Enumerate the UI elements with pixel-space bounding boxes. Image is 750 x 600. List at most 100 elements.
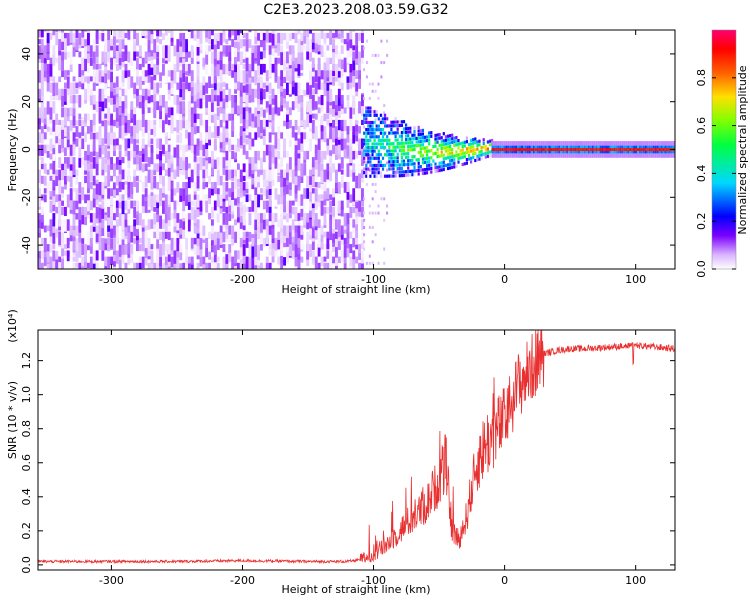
spectrogram-cell	[199, 113, 203, 126]
spectrogram-cell	[402, 145, 406, 149]
spectrogram-cell	[355, 256, 359, 264]
spectrogram-cell	[320, 237, 324, 250]
spectrogram-cell	[274, 244, 278, 257]
spectrogram-cell	[61, 107, 64, 118]
spectrogram-cell	[231, 200, 235, 212]
spectrogram-cell	[463, 144, 466, 148]
colorbar-ticks: 0.00.20.40.60.8	[695, 69, 736, 278]
spectrogram-cell	[222, 150, 226, 158]
spectrogram-cell	[72, 101, 76, 109]
spectrogram-cell	[349, 113, 353, 127]
spectrogram-cell	[150, 250, 154, 264]
spectrogram-cell	[202, 57, 206, 67]
spectrogram-cell	[262, 39, 266, 51]
spectrogram-cell	[349, 107, 353, 119]
spectrogram-cell	[179, 219, 183, 229]
spectrogram-cell	[185, 182, 188, 196]
spectrogram-cell	[309, 30, 312, 34]
spectrogram-cell	[239, 213, 243, 223]
spectrogram-cell	[277, 88, 281, 94]
spectrogram-cell	[343, 237, 347, 244]
spectrogram-cell	[234, 200, 237, 213]
spectrogram-cell	[219, 206, 223, 214]
spectrogram-cell	[75, 39, 79, 51]
spectrogram-cell	[167, 219, 171, 226]
x-tick-label: 100	[625, 273, 646, 286]
spectrogram-cell	[237, 138, 240, 148]
spectrogram-cell	[373, 174, 376, 178]
spectrogram-cell	[644, 148, 647, 151]
spectrogram-cell	[110, 88, 113, 98]
spectrogram-cell	[326, 163, 330, 171]
spectrogram-cell	[358, 225, 361, 234]
spectrogram-cell	[228, 213, 232, 221]
spectrogram-cell	[61, 57, 64, 70]
spectrogram-cell	[335, 30, 338, 38]
spectrogram-cell	[546, 148, 549, 151]
spectrogram-cell	[369, 174, 372, 178]
spectrogram-cell	[136, 32, 139, 46]
spectrogram-cell	[38, 45, 41, 59]
spectrogram-cell	[262, 32, 266, 41]
spectrogram-cell	[314, 182, 318, 188]
spectrogram-cell	[352, 219, 356, 228]
spectrogram-cell	[265, 39, 269, 51]
spectrogram-cell	[211, 150, 214, 159]
spectrogram-cell	[446, 163, 450, 167]
spectrogram-cell	[601, 148, 604, 151]
spectrogram-cell	[245, 169, 249, 179]
spectrogram-cell	[396, 159, 399, 164]
spectrogram-cell	[136, 200, 139, 212]
spectrogram-cell	[491, 138, 494, 143]
spectrogram-cell	[274, 95, 278, 108]
spectrogram-cell	[141, 150, 145, 162]
spectrogram-cell	[69, 51, 73, 65]
spectrogram-cell	[265, 119, 269, 127]
spectrogram-cell	[300, 107, 304, 121]
spectrogram-cell	[156, 138, 160, 149]
spectrogram-cell	[407, 130, 410, 134]
spectrogram-cell	[87, 194, 90, 201]
spectrogram-cell	[326, 126, 330, 139]
spectrogram-cell	[87, 213, 90, 219]
spectrogram-cell	[150, 244, 154, 250]
spectrogram-cell	[371, 183, 374, 186]
spectrogram-cell	[115, 206, 119, 218]
spectrogram-cell	[64, 70, 67, 80]
spectrogram-cell	[349, 169, 353, 177]
spectrogram-cell	[291, 150, 295, 158]
spectrogram-cell	[260, 30, 263, 40]
spectrogram-cell	[107, 88, 111, 96]
spectrogram-cell	[365, 75, 368, 79]
spectrogram-cell	[283, 144, 286, 158]
spectrogram-cell	[49, 231, 53, 243]
spectrogram-cell	[52, 76, 56, 83]
spectrogram-cell	[136, 175, 139, 182]
spectrogram-cell	[101, 225, 105, 237]
spectrogram-cell	[457, 160, 460, 164]
spectrogram-cell	[388, 124, 391, 128]
spectrogram-cell	[251, 57, 255, 72]
spectrogram-cell	[277, 256, 281, 265]
spectrogram-cell	[38, 82, 41, 89]
spectrogram-cell	[386, 138, 389, 142]
spectrogram-cell	[239, 88, 243, 97]
spectrogram-cell	[81, 206, 85, 216]
spectrogram-cell	[234, 70, 237, 83]
spectrogram-cell	[271, 107, 275, 121]
spectrogram-cell	[87, 188, 90, 194]
spectrogram-cell	[69, 30, 73, 34]
spectrogram-cell	[64, 219, 67, 232]
spectrogram-cell	[396, 142, 399, 146]
spectrogram-cell	[371, 131, 374, 135]
spectrogram-cell	[107, 188, 111, 199]
spectrogram-cell	[311, 113, 315, 119]
spectrogram-cell	[40, 213, 44, 223]
spectrogram-cell	[133, 157, 137, 165]
spectrogram-cell	[340, 225, 344, 235]
spectrogram-cell	[280, 88, 284, 97]
spectrogram-cell	[190, 82, 194, 97]
spectrogram-cell	[438, 143, 441, 147]
spectrogram-cell	[237, 101, 240, 114]
spectrogram-cell	[436, 133, 439, 137]
